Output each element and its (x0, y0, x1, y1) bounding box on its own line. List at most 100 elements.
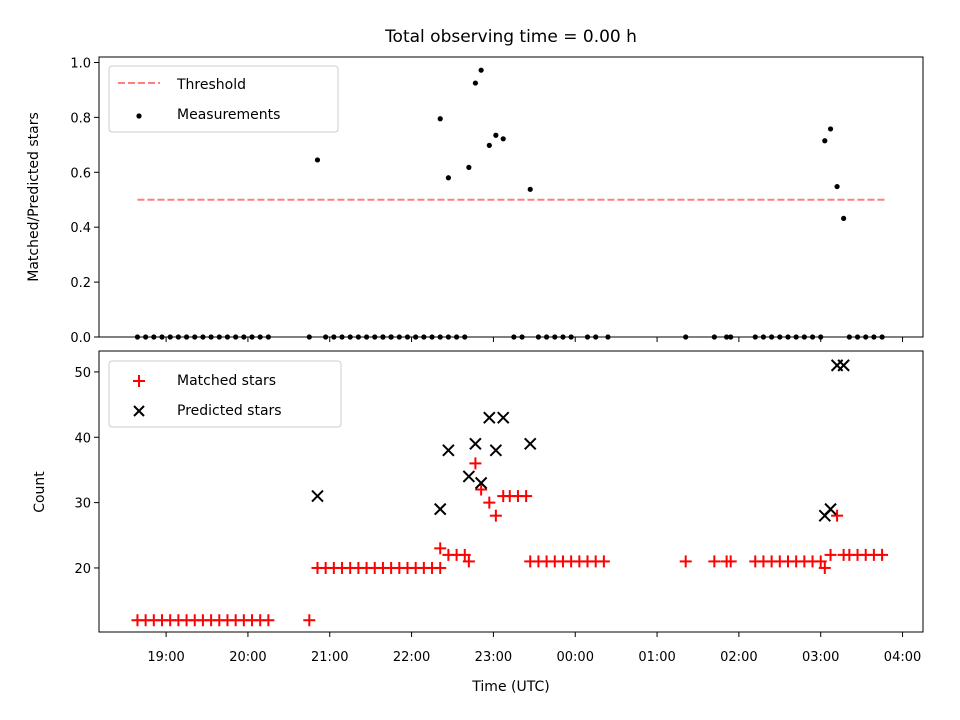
predicted-marker-b (824, 502, 837, 516)
bottom-x-axis: 19:00 20:00 21:00 22:00 23:00 00:00 01:00 02:00… (147, 632, 921, 665)
bottom-y-tick-label: 50 (74, 366, 91, 381)
x-tick-label: 00:00 (557, 650, 594, 665)
legend-matched-label: Matched stars (177, 373, 276, 389)
matched-star-marker (520, 490, 533, 503)
matched-star-marker (814, 555, 827, 568)
predicted-star-marker (524, 437, 537, 451)
predicted-marker-b (489, 444, 503, 457)
measurement-point (486, 142, 492, 148)
matched-star-marker (469, 457, 482, 470)
x-tick-label: 22:00 (393, 650, 430, 665)
predicted-marker-b (311, 489, 324, 503)
matched-star-marker (708, 555, 721, 568)
predicted-star-marker (442, 444, 455, 457)
predicted-star-marker (474, 476, 488, 490)
top-y-tick-label: 1.0 (70, 56, 91, 71)
legend-threshold-label: Threshold (176, 77, 246, 93)
predicted-star-marker (483, 411, 496, 424)
bottom-axes-frame (98, 350, 924, 633)
matched-star-marker (597, 555, 610, 568)
measurement-point (841, 215, 847, 222)
x-tick-label: 23:00 (475, 650, 512, 665)
x-tick-label: 19:00 (147, 650, 184, 665)
matched-star-marker (483, 496, 496, 509)
predicted-star-marker (497, 411, 510, 424)
matched-star-marker (876, 548, 889, 561)
bottom-y-axis-label: Count (32, 471, 48, 513)
legend-measurements-label: Measurements (177, 107, 280, 123)
predicted-star-marker (489, 444, 503, 457)
bottom-y-tick-label: 40 (74, 431, 91, 446)
matched-star-marker (489, 509, 502, 522)
matched-star-marker (475, 483, 488, 496)
bottom-legend: Matched stars Predicted stars (108, 360, 342, 428)
x-axis-label: Time (UTC) (471, 679, 549, 695)
top-y-tick-label: 0.6 (70, 166, 91, 181)
measurement-point (834, 183, 840, 190)
predicted-marker-b (474, 476, 488, 490)
top-y-tick-label: 0.2 (70, 276, 91, 291)
measurement-point (527, 186, 533, 192)
bottom-data-marks (131, 359, 889, 627)
predicted-star-marker (837, 359, 850, 372)
predicted-star-marker (434, 502, 447, 516)
predicted-marker-b (462, 470, 476, 483)
top-legend: Threshold Measurements (108, 65, 339, 133)
x-tick-label: 01:00 (638, 650, 675, 665)
bottom-y-axis: 20 30 40 50 (74, 366, 99, 577)
predicted-star-marker (824, 502, 837, 516)
matched-star-marker (818, 561, 831, 574)
measurement-point (822, 138, 828, 144)
predicted-marker-b (483, 411, 496, 424)
matched-star-marker (434, 561, 447, 574)
top-panel: 0.0 0.2 0.4 0.6 0.8 1.0 Matched/Predicted sta… (26, 56, 924, 346)
top-axes-frame (98, 56, 924, 338)
top-y-axis-label: Matched/Predicted stars (26, 112, 42, 282)
x-tick-label: 02:00 (720, 650, 757, 665)
bottom-legend-box (108, 360, 342, 428)
legend-matched-swatch (133, 375, 145, 387)
top-legend-box (108, 65, 339, 133)
matched-star-marker (831, 509, 844, 522)
matched-star-marker (724, 555, 737, 568)
matched-star-marker (303, 614, 316, 627)
measurement-point (466, 164, 472, 170)
measurement-point (827, 126, 834, 132)
predicted-marker-b (469, 437, 482, 451)
measurement-point (445, 175, 452, 181)
predicted-star-marker (462, 470, 476, 483)
matched-star-marker (434, 542, 447, 555)
legend-predicted-swatch (133, 405, 145, 417)
matched-star-marker (679, 555, 692, 568)
top-y-tick-label: 0.4 (70, 221, 91, 236)
top-y-axis: 0.0 0.2 0.4 0.6 0.8 1.0 (70, 56, 99, 346)
predicted-marker-b (524, 437, 537, 451)
bottom-y-tick-label: 20 (74, 562, 91, 577)
predicted-marker-b (497, 411, 510, 424)
predicted-marker-b (434, 502, 447, 516)
measurement-point (493, 132, 499, 138)
bottom-y-tick-label: 30 (74, 497, 91, 512)
measurement-point (437, 116, 443, 122)
top-y-tick-label: 0.8 (70, 111, 91, 126)
x-tick-label: 20:00 (229, 650, 266, 665)
legend-predicted-label: Predicted stars (177, 403, 282, 419)
matched-star-marker (462, 555, 475, 568)
predicted-marker-b (837, 359, 850, 372)
measurement-point (478, 67, 484, 73)
chart-title: Total observing time = 0.00 h (384, 27, 637, 47)
matched-star-marker (458, 548, 471, 561)
predicted-star-marker (469, 437, 482, 451)
measurement-point (500, 136, 506, 142)
bottom-panel: 20 30 40 50 19:00 20:00 21:00 22:00 23:00 00:00 0… (32, 350, 924, 695)
predicted-star-marker (311, 489, 324, 503)
matched-star-marker (824, 548, 837, 561)
legend-measurements-swatch (136, 113, 142, 119)
matched-star-marker (262, 614, 275, 627)
predicted-marker-b (442, 444, 455, 457)
x-tick-label: 03:00 (802, 650, 839, 665)
x-tick-label: 21:00 (311, 650, 348, 665)
measurement-point (314, 157, 321, 163)
top-y-tick-label: 0.0 (70, 331, 91, 346)
